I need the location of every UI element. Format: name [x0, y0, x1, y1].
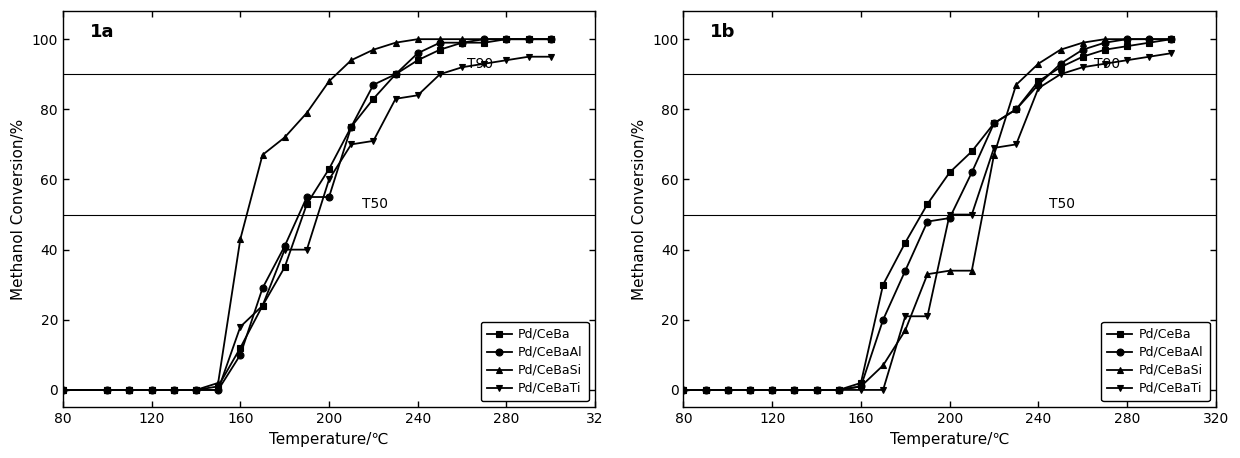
- Legend: Pd/CeBa, Pd/CeBaAl, Pd/CeBaSi, Pd/CeBaTi: Pd/CeBa, Pd/CeBaAl, Pd/CeBaSi, Pd/CeBaTi: [1101, 322, 1209, 401]
- Legend: Pd/CeBa, Pd/CeBaAl, Pd/CeBaSi, Pd/CeBaTi: Pd/CeBa, Pd/CeBaAl, Pd/CeBaSi, Pd/CeBaTi: [481, 322, 589, 401]
- Y-axis label: Methanol Conversion/%: Methanol Conversion/%: [631, 119, 647, 300]
- Text: 1b: 1b: [711, 23, 735, 41]
- Y-axis label: Methanol Conversion/%: Methanol Conversion/%: [11, 119, 26, 300]
- Text: T50: T50: [362, 197, 388, 211]
- Text: T90: T90: [466, 57, 492, 71]
- X-axis label: Temperature/℃: Temperature/℃: [269, 432, 389, 447]
- Text: 1a: 1a: [89, 23, 114, 41]
- Text: T90: T90: [1094, 57, 1120, 71]
- Text: T50: T50: [1049, 197, 1075, 211]
- X-axis label: Temperature/℃: Temperature/℃: [890, 432, 1009, 447]
